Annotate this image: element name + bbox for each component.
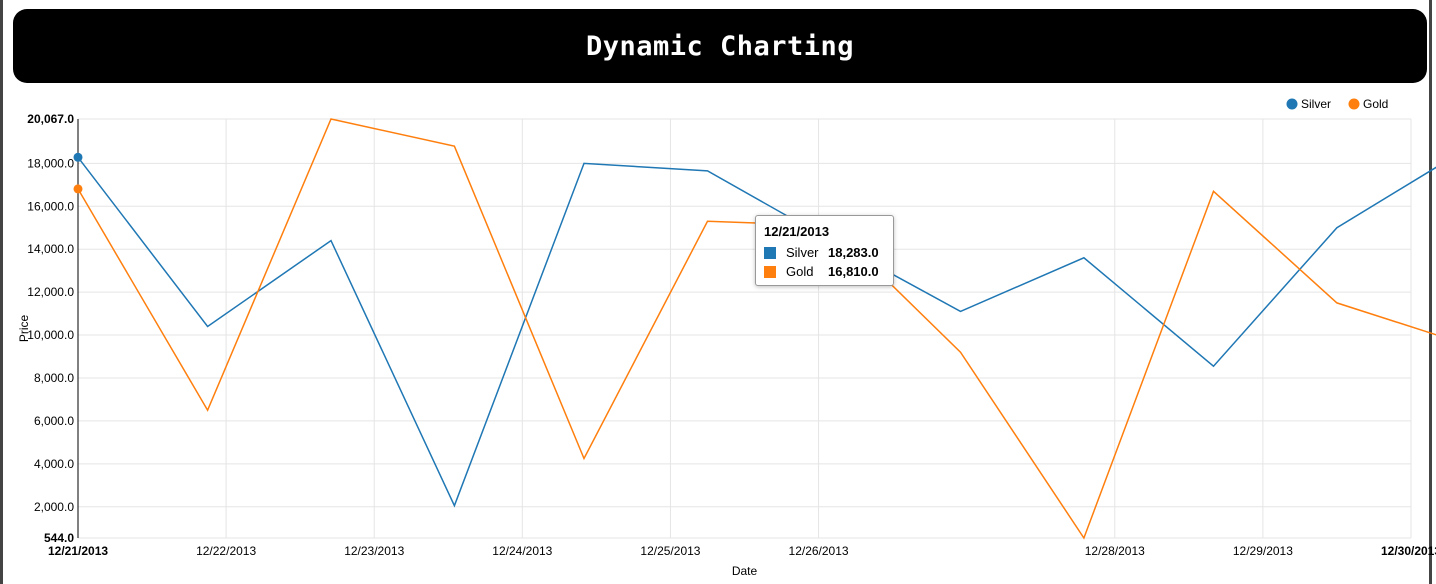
series-line-silver[interactable] (77, 153, 1436, 508)
highlight-point-silver[interactable] (73, 152, 83, 162)
series-line-gold[interactable] (77, 118, 1436, 540)
x-tick-label: 12/23/2013 (344, 544, 404, 558)
y-tick-label: 18,000.0 (27, 156, 74, 170)
tooltip-series-value: 16,810.0 (828, 264, 879, 279)
y-tick-label: 16,000.0 (27, 199, 74, 213)
chart-series[interactable] (73, 118, 1436, 540)
x-axis-label: Date (732, 564, 758, 578)
highlight-point-gold[interactable] (73, 184, 83, 194)
tooltip-series-name: Gold (786, 264, 814, 279)
y-tick-label: 6,000.0 (34, 414, 74, 428)
chart-legend[interactable]: Silver Gold (1286, 97, 1389, 111)
x-tick-label: 12/30/2013 (1381, 544, 1436, 558)
y-axis-label: Price (17, 315, 31, 343)
y-tick-label: 14,000.0 (27, 242, 74, 256)
y-tick-label: 2,000.0 (34, 500, 74, 514)
y-tick-label: 8,000.0 (34, 371, 74, 385)
x-tick-label: 12/24/2013 (492, 544, 552, 558)
tooltip-series-value: 18,283.0 (828, 245, 879, 260)
tooltip-row-gold: Gold 16,810.0 (764, 262, 885, 281)
x-tick-label: 12/22/2013 (196, 544, 256, 558)
y-tick-label: 12,000.0 (27, 285, 74, 299)
tooltip-title: 12/21/2013 (764, 224, 830, 239)
silver-swatch (764, 246, 776, 259)
y-tick-label: 544.0 (44, 531, 74, 545)
legend-marker (1286, 98, 1298, 110)
chart-axes: 544.0 2,000.0 4,000.0 6,000.0 8,000.0 10,000.… (17, 112, 1436, 578)
legend-label: Silver (1301, 97, 1331, 111)
chart-grid (77, 118, 1412, 539)
chart-tooltip: 12/21/2013 Silver 18,283.0 Gold 16,810.0 (755, 215, 894, 286)
tooltip-row-silver: Silver 18,283.0 (764, 243, 885, 262)
y-tick-label: 4,000.0 (34, 457, 74, 471)
header-banner: Dynamic Charting (13, 9, 1427, 83)
legend-marker (1348, 98, 1360, 110)
legend-label: Gold (1363, 97, 1388, 111)
x-tick-label: 12/25/2013 (640, 544, 700, 558)
y-tick-label: 20,067.0 (27, 112, 74, 126)
x-tick-label: 12/29/2013 (1233, 544, 1293, 558)
page-title: Dynamic Charting (585, 30, 855, 62)
legend-item-silver[interactable]: Silver (1286, 97, 1332, 111)
x-tick-label: 12/28/2013 (1085, 544, 1145, 558)
y-tick-label: 10,000.0 (27, 328, 74, 342)
gold-swatch (764, 265, 776, 278)
legend-item-gold[interactable]: Gold (1348, 97, 1389, 111)
tooltip-series-name: Silver (786, 245, 819, 260)
x-tick-label: 12/26/2013 (789, 544, 849, 558)
x-tick-label: 12/21/2013 (48, 544, 108, 558)
